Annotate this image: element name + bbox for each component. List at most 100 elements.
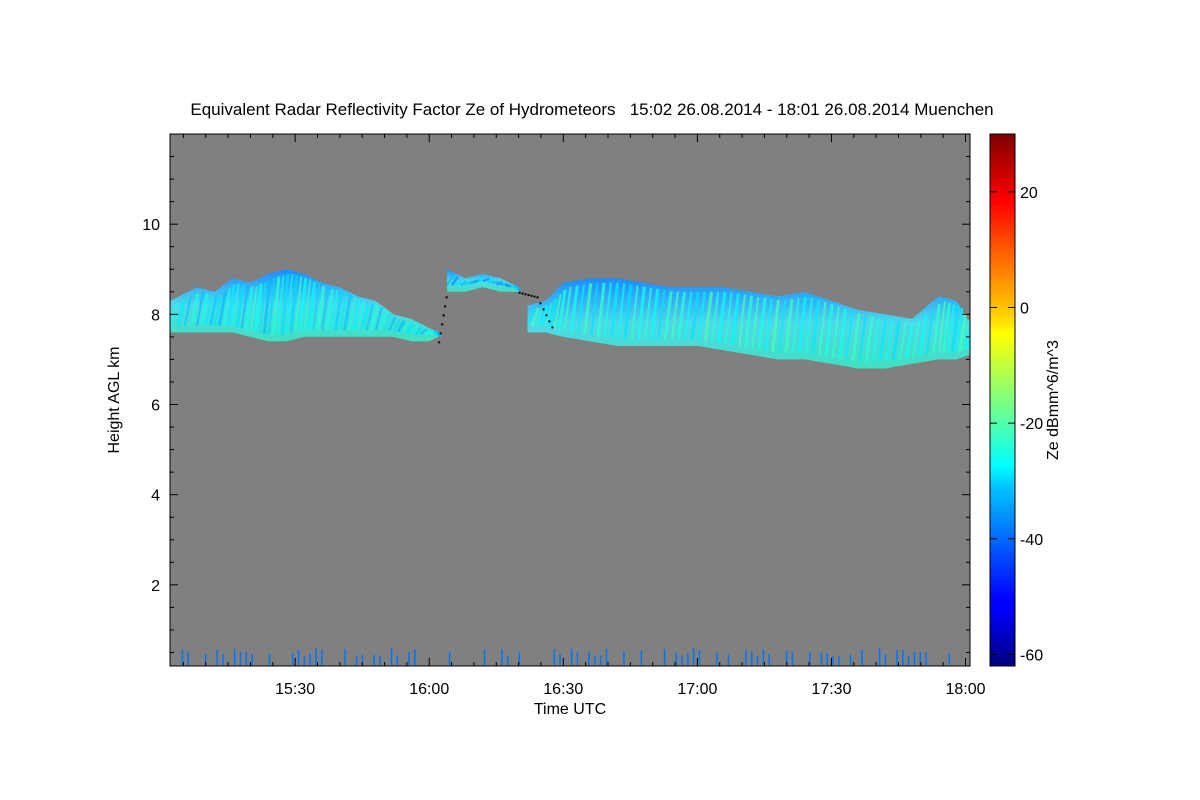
cloud-streak [513,283,522,292]
clutter-speck [698,650,701,666]
cloud-base-point [530,294,533,297]
cloud-streak [339,292,348,331]
clutter-speck [216,649,218,666]
clutter-speck [414,649,416,666]
cloud-base-point [438,341,441,344]
clutter-speck [716,652,718,666]
cloud-streak [791,297,800,353]
cloud-streak [831,306,840,358]
clutter-speck [675,652,677,666]
clutter-speck [315,648,317,666]
clutter-speck [303,655,306,666]
clutter-speck [396,655,399,666]
colorbar-tick-label: 20 [1020,185,1038,202]
colorbar-tick-label: -20 [1020,416,1043,433]
clutter-speck [588,651,590,666]
clutter-speck [727,654,730,666]
clutter-speck [448,651,451,666]
cloud-streak [797,296,807,353]
clutter-speck [239,651,242,666]
clutter-speck [762,648,765,666]
cloud-streak [392,318,401,332]
cloud-streak [289,275,299,334]
cloud-streak [590,282,599,336]
cloud-streak [596,282,606,337]
cloud-streak [770,300,780,353]
clutter-speck [361,654,364,666]
cloud-streak [623,284,633,340]
cloud-base-point [536,296,539,299]
cloud-streak [858,314,867,362]
cloud-streak [697,291,706,340]
clutter-speck [373,655,375,666]
cloud-streak [387,316,397,331]
y-tick-label: 6 [151,398,160,415]
cloud-streak [374,306,383,331]
cloud-streak [369,304,379,331]
cloud-streak [208,295,218,326]
cloud-streak [730,293,740,346]
cloud-streak [824,304,834,357]
clutter-speck [640,650,643,666]
x-axis: 15:30 16:00 16:30 17:00 17:30 18:00 [182,134,986,698]
cloud-base-point [524,293,527,296]
clutter-speck [390,648,393,666]
clutter-speck [878,648,881,666]
cloud-streak [285,274,294,335]
cloud-streak [690,291,700,340]
cloud-streak [946,303,955,353]
cloud-streak [424,329,432,336]
cloud-base-points [438,291,554,344]
cloud-streak [845,310,854,361]
cloud-streak [213,294,222,326]
cloud-streak [217,290,227,326]
cloud-streak [360,302,370,331]
y-tick-label: 8 [151,307,160,324]
cloud-streak [262,279,272,335]
cloud-streak [898,321,907,360]
clutter-speck [687,653,689,666]
cloud-streak [176,299,186,326]
colorbar [989,133,1016,667]
cloud-streak [737,294,746,347]
cloud-streak [610,282,620,339]
cloud-streak [294,276,303,332]
cloud-streak [724,292,733,345]
cloud-base-point [445,296,448,299]
cloud-streak [330,289,339,331]
cloud-streak [487,278,495,284]
cloud-streak [670,291,679,340]
cloud-streak [312,283,321,331]
cloud-streak [958,313,968,352]
clutter-speck [902,649,904,666]
cloud-streak [253,283,263,332]
cloud-streak [258,281,267,334]
cloud-streak [539,305,549,327]
cloud-streak [226,284,236,326]
colorbar-axis: 20 0 -20 -40 -60 [990,185,1043,664]
cloud-streak [348,297,356,331]
cloud-streak [396,319,406,333]
cloud-streak [955,308,964,353]
plot-area [170,134,970,666]
clutter-speck [292,653,294,666]
clutter-speck [501,649,503,666]
cloud-streak [864,315,874,362]
clutter-speck [222,654,224,666]
clutter-speck [692,648,695,666]
cloud-streak [365,303,374,331]
cloud-streak [583,283,593,335]
cloud-base-point [545,314,548,317]
chart-title: Equivalent Radar Reflectivity Factor Ze … [190,100,993,119]
cloud-streak [414,325,424,336]
clutter-speck [518,652,521,666]
clutter-speck [506,656,509,666]
cloud-streak [271,276,281,335]
clutter-speck [751,651,753,666]
cloud-base-point [533,295,536,298]
cloud-streak [885,319,894,362]
x-tick-label: 16:00 [409,681,449,698]
cloud-streak [878,318,888,362]
cloud-streak [526,308,535,326]
